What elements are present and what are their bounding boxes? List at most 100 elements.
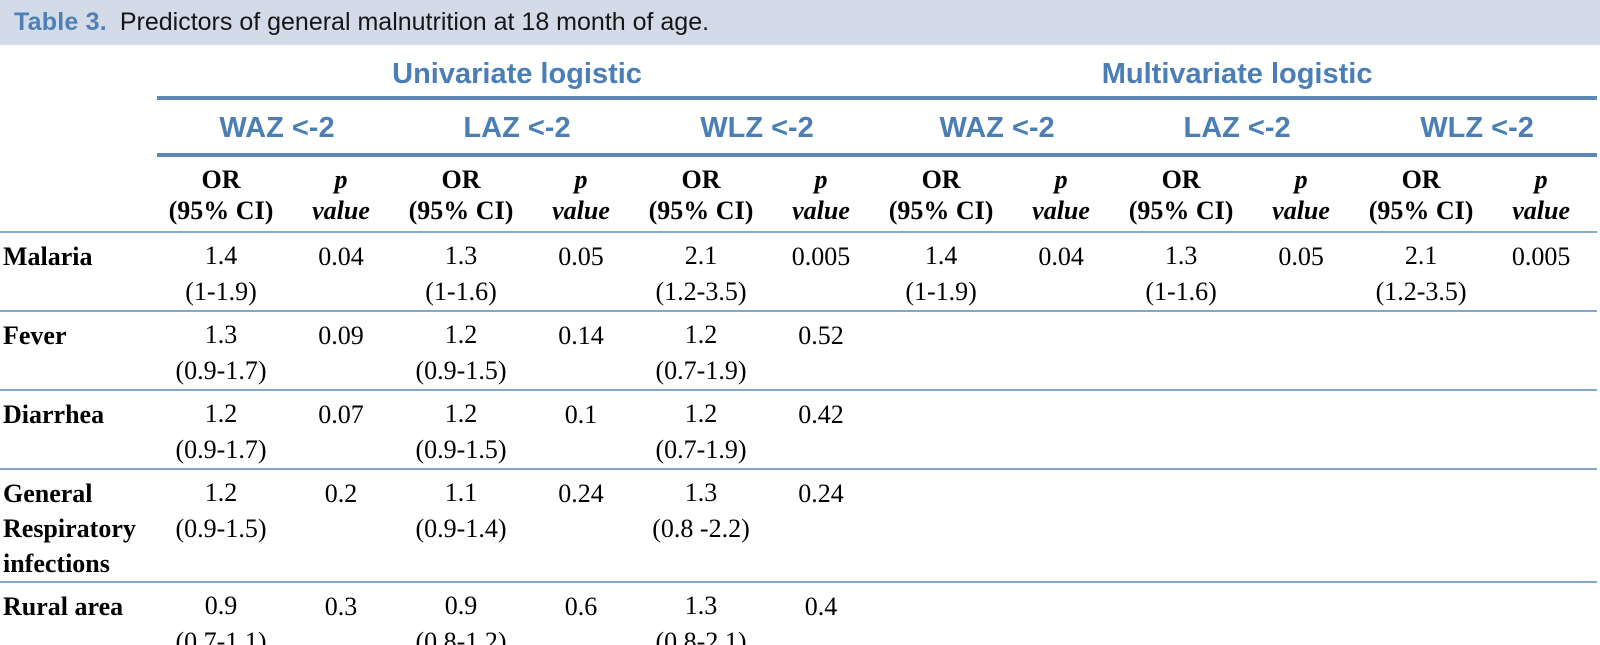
- ci-value: (0.7-1.9): [655, 356, 747, 385]
- or-ci-cell: 1.2 (0.7-1.9): [637, 311, 765, 391]
- p-value-header: p value: [1245, 155, 1358, 233]
- or-value: 1.2: [444, 399, 478, 428]
- p-value-cell: [1485, 390, 1598, 470]
- p-value-cell: [1245, 582, 1358, 645]
- value-header-line: value: [312, 196, 370, 225]
- measure-header-row: OR (95% CI) p value OR (95% CI) p value OR (9…: [0, 155, 1598, 233]
- or-ci-cell: 1.4 (1-1.9): [877, 232, 1006, 312]
- p-value-cell: 0.09: [285, 311, 397, 391]
- ci-value: (0.9-1.5): [415, 356, 507, 385]
- p-header-line: p: [574, 165, 588, 194]
- or-value: 1.2: [204, 478, 238, 507]
- or-value: 2.1: [684, 241, 718, 270]
- p-header-line: p: [1294, 165, 1308, 194]
- or-value: 1.4: [924, 241, 958, 270]
- ci-value: (1-1.6): [1145, 277, 1217, 306]
- ci-value: (0.7-1.9): [655, 435, 747, 464]
- p-value-cell: [1005, 390, 1118, 470]
- or-value: 1.1: [444, 478, 478, 507]
- or-ci-header: OR (95% CI): [1117, 155, 1246, 233]
- p-value-cell: 0.2: [285, 469, 397, 583]
- or-ci-cell: 1.2 (0.7-1.9): [637, 390, 765, 470]
- p-value-cell: 0.1: [525, 390, 637, 470]
- p-value-cell: [1485, 582, 1598, 645]
- p-value-cell: 0.04: [285, 232, 397, 312]
- or-header-line: OR: [1401, 165, 1441, 194]
- ci-value: (0.9-1.5): [415, 435, 507, 464]
- or-ci-cell: [1357, 469, 1486, 583]
- or-ci-header: OR (95% CI): [1357, 155, 1486, 233]
- subgroup-header-laz-uni: LAZ <-2: [397, 98, 637, 157]
- p-value-cell: [1245, 390, 1358, 470]
- ci-header-line: (95% CI): [648, 196, 754, 225]
- p-value-header: p value: [525, 155, 637, 233]
- corner-cell: [0, 98, 157, 155]
- p-value-header: p value: [1485, 155, 1598, 233]
- or-ci-cell: 1.2 (0.9-1.5): [397, 390, 525, 470]
- or-ci-cell: [1117, 311, 1246, 391]
- subgroup-header-row: WAZ <-2 LAZ <-2 WLZ <-2 WAZ <-2 LAZ <-2 …: [0, 98, 1598, 157]
- p-value-cell: [1485, 469, 1598, 583]
- or-ci-cell: [1117, 469, 1246, 583]
- ci-value: (0.9-1.5): [175, 514, 267, 543]
- or-header-line: OR: [681, 165, 721, 194]
- or-value: 1.2: [684, 399, 718, 428]
- table-title-bar: Table 3. Predictors of general malnutrit…: [0, 0, 1600, 45]
- p-value-cell: 0.14: [525, 311, 637, 391]
- table-row: Malaria 1.4 (1-1.9) 0.04 1.3 (1-1.6) 0.05 …: [0, 232, 1598, 312]
- or-value: 1.2: [204, 399, 238, 428]
- or-ci-cell: 1.4 (1-1.9): [157, 232, 285, 312]
- or-ci-cell: [1357, 390, 1486, 470]
- or-ci-header: OR (95% CI): [157, 155, 285, 233]
- subgroup-header-waz-uni: WAZ <-2: [157, 98, 397, 157]
- or-ci-header: OR (95% CI): [877, 155, 1006, 233]
- or-ci-cell: 2.1 (1.2-3.5): [1357, 232, 1486, 312]
- value-header-line: value: [792, 196, 850, 225]
- or-ci-cell: 1.1 (0.9-1.4): [397, 469, 525, 583]
- p-header-line: p: [1534, 165, 1548, 194]
- group-header-multivariate: Multivariate logistic: [877, 45, 1598, 100]
- subgroup-header-wlz-uni: WLZ <-2: [637, 98, 878, 157]
- p-value-cell: 0.3: [285, 582, 397, 645]
- or-ci-cell: 1.3 (0.8-2.1): [637, 582, 765, 645]
- subgroup-header-waz-multi: WAZ <-2: [877, 98, 1118, 157]
- p-value-cell: 0.42: [765, 390, 878, 470]
- p-header-line: p: [814, 165, 828, 194]
- or-value: 1.3: [444, 241, 478, 270]
- ci-value: (0.8-2.1): [655, 627, 747, 645]
- subgroup-header-laz-multi: LAZ <-2: [1117, 98, 1358, 157]
- or-ci-cell: 1.3 (1-1.6): [397, 232, 525, 312]
- value-header-line: value: [1512, 196, 1570, 225]
- p-value-cell: 0.05: [525, 232, 637, 312]
- ci-header-line: (95% CI): [1368, 196, 1474, 225]
- corner-cell: [0, 155, 157, 233]
- or-ci-cell: [877, 582, 1006, 645]
- or-ci-cell: 0.9 (0.8-1.2): [397, 582, 525, 645]
- ci-header-line: (95% CI): [1128, 196, 1234, 225]
- or-ci-cell: 0.9 (0.7-1.1): [157, 582, 285, 645]
- or-ci-cell: [877, 390, 1006, 470]
- or-header-line: OR: [441, 165, 481, 194]
- or-value: 1.3: [684, 478, 718, 507]
- or-ci-cell: 1.3 (0.8 -2.2): [637, 469, 765, 583]
- subgroup-header-wlz-multi: WLZ <-2: [1357, 98, 1598, 157]
- p-value-cell: 0.005: [1485, 232, 1598, 312]
- table-row: General Respiratory infections 1.2 (0.9-1…: [0, 469, 1598, 583]
- table-row: Fever 1.3 (0.9-1.7) 0.09 1.2 (0.9-1.5) 0.1…: [0, 311, 1598, 391]
- p-value-cell: 0.005: [765, 232, 878, 312]
- ci-value: (0.8 -2.2): [652, 514, 750, 543]
- or-ci-cell: [1117, 390, 1246, 470]
- ci-value: (1-1.9): [185, 277, 257, 306]
- ci-value: (0.7-1.1): [175, 627, 267, 645]
- row-label: Fever: [0, 311, 157, 391]
- ci-value: (1-1.9): [905, 277, 977, 306]
- table-number-label: Table 3.: [14, 8, 107, 36]
- p-header-line: p: [1054, 165, 1068, 194]
- p-value-cell: 0.05: [1245, 232, 1358, 312]
- or-value: 1.2: [444, 320, 478, 349]
- value-header-line: value: [1032, 196, 1090, 225]
- or-ci-cell: [877, 469, 1006, 583]
- ci-value: (1-1.6): [425, 277, 497, 306]
- or-ci-cell: 1.3 (1-1.6): [1117, 232, 1246, 312]
- or-value: 2.1: [1404, 241, 1438, 270]
